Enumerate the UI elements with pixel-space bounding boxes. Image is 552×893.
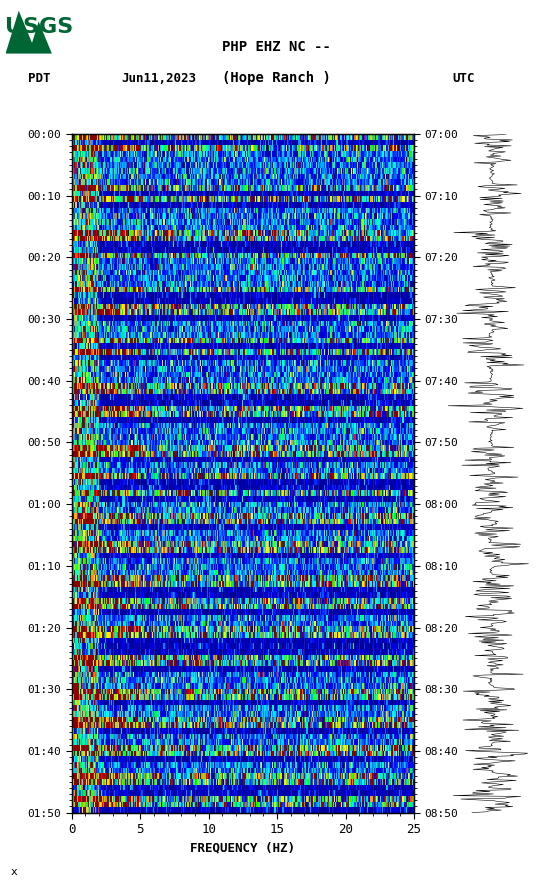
Text: USGS: USGS [4, 17, 73, 37]
Polygon shape [6, 11, 52, 54]
Text: Jun11,2023: Jun11,2023 [121, 71, 197, 85]
X-axis label: FREQUENCY (HZ): FREQUENCY (HZ) [190, 841, 295, 855]
Text: (Hope Ranch ): (Hope Ranch ) [221, 71, 331, 85]
Text: PHP EHZ NC --: PHP EHZ NC -- [221, 39, 331, 54]
Text: UTC: UTC [453, 71, 475, 85]
Text: x: x [11, 867, 18, 877]
Text: PDT: PDT [28, 71, 50, 85]
